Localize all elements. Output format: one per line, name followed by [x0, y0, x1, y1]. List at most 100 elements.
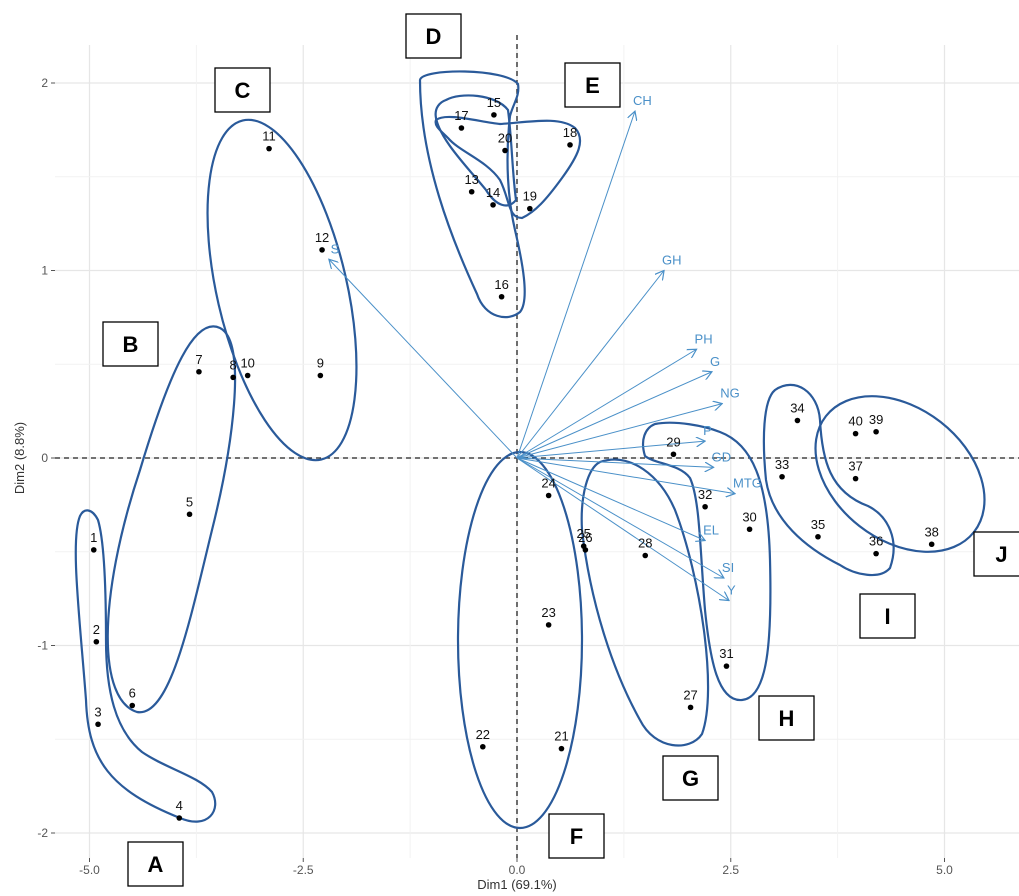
point-label: 18: [563, 125, 577, 140]
vector-label: NG: [720, 386, 740, 401]
point-label: 32: [698, 487, 712, 502]
vector-gh: [516, 271, 664, 459]
cluster-label: G: [682, 766, 699, 791]
point-14: [490, 202, 496, 208]
y-tick-label: 0: [41, 451, 48, 465]
cluster-box-frame: [102, 321, 159, 367]
point-1: [90, 547, 97, 553]
point-label: 17: [454, 108, 468, 123]
y-tick-label: -2: [37, 826, 48, 840]
y-axis-title: Dim2 (8.8%): [12, 422, 27, 494]
point-17: [458, 125, 465, 131]
point-label: 12: [315, 230, 329, 245]
y-axis-ticks: 2 1 0 -1 -2: [37, 76, 55, 840]
point-21: [558, 745, 565, 752]
cluster-box-d: D: [405, 13, 462, 59]
vector-label: G: [710, 354, 720, 369]
y-tick-label: -1: [37, 639, 48, 653]
x-tick-label: 5.0: [936, 863, 953, 877]
point-label: 3: [94, 704, 101, 719]
cluster-box-g: G: [662, 755, 719, 801]
point-label: 7: [195, 352, 202, 367]
reference-lines: [55, 35, 1019, 858]
cluster-box-frame: [564, 62, 621, 108]
x-tick-label: 2.5: [722, 863, 739, 877]
point-35: [815, 533, 821, 540]
point-label: 37: [848, 459, 862, 474]
point-label: 14: [486, 185, 500, 200]
point-3: [95, 721, 101, 728]
point-38: [928, 541, 935, 548]
point-label: 6: [129, 686, 136, 701]
point-30: [746, 526, 753, 533]
cluster-box-e: E: [564, 62, 621, 108]
cluster-label: A: [148, 852, 164, 877]
vector-label: GH: [662, 253, 682, 268]
point-6: [129, 702, 136, 709]
cluster-label: J: [995, 542, 1007, 567]
cluster-box-c: C: [214, 67, 271, 113]
point-29: [670, 451, 677, 458]
point-34: [794, 417, 801, 424]
cluster-box-j: J: [973, 531, 1019, 577]
cluster-box-frame: [548, 813, 605, 859]
point-label: 23: [541, 605, 555, 620]
cluster-box-frame: [405, 13, 462, 59]
vector-el: [516, 457, 705, 541]
point-22: [480, 743, 486, 750]
cluster-box-b: B: [102, 321, 159, 367]
vector-y: [516, 457, 729, 601]
x-tick-label: -2.5: [293, 863, 314, 877]
cluster-box-frame: [973, 531, 1019, 577]
point-label: 4: [176, 798, 183, 813]
y-tick-label: 1: [41, 264, 48, 278]
vector-p: [516, 441, 705, 459]
point-label: 22: [476, 727, 490, 742]
vector-si: [516, 457, 724, 578]
vector-label: EL: [703, 523, 719, 538]
cluster-box-f: F: [548, 813, 605, 859]
vector-s: [329, 259, 518, 459]
cluster-label: B: [123, 332, 139, 357]
point-39: [873, 428, 879, 435]
vector-ch: [516, 111, 635, 459]
point-label: 2: [93, 622, 100, 637]
vector-label: S: [331, 241, 340, 256]
vector-g: [516, 372, 712, 459]
point-11: [266, 145, 272, 152]
point-28: [642, 552, 649, 559]
point-36: [873, 550, 879, 557]
point-20: [502, 147, 508, 154]
cluster-outline-i: [762, 383, 895, 577]
point-9: [317, 372, 324, 379]
cluster-outline-d: [418, 70, 526, 319]
point-label: 5: [186, 494, 193, 509]
cluster-outline-b: [106, 325, 237, 714]
point-label: 33: [775, 457, 789, 472]
cluster-outline-e: [434, 115, 582, 220]
point-label: 16: [494, 277, 508, 292]
point-label: 8: [230, 357, 237, 372]
cluster-outline-c: [206, 118, 358, 462]
cluster-outlines: [74, 70, 986, 830]
point-label: 11: [262, 129, 276, 144]
point-18: [567, 142, 573, 148]
point-label: 35: [811, 517, 825, 532]
vector-label: MTG: [733, 476, 762, 491]
point-label: 36: [869, 534, 883, 549]
point-label: 9: [317, 356, 324, 371]
vector-gd: [516, 457, 714, 467]
point-12: [319, 247, 325, 253]
point-23: [545, 622, 552, 628]
point-label: 31: [719, 646, 733, 661]
point-label: 19: [523, 189, 537, 204]
cluster-outline-a: [74, 509, 217, 823]
x-axis-title: Dim1 (69.1%): [477, 877, 556, 892]
cluster-box-i: I: [859, 593, 916, 639]
grid: [55, 45, 1019, 858]
point-label: 10: [240, 356, 254, 371]
point-37: [852, 475, 859, 482]
point-10: [244, 372, 251, 379]
cluster-label: D: [426, 24, 442, 49]
